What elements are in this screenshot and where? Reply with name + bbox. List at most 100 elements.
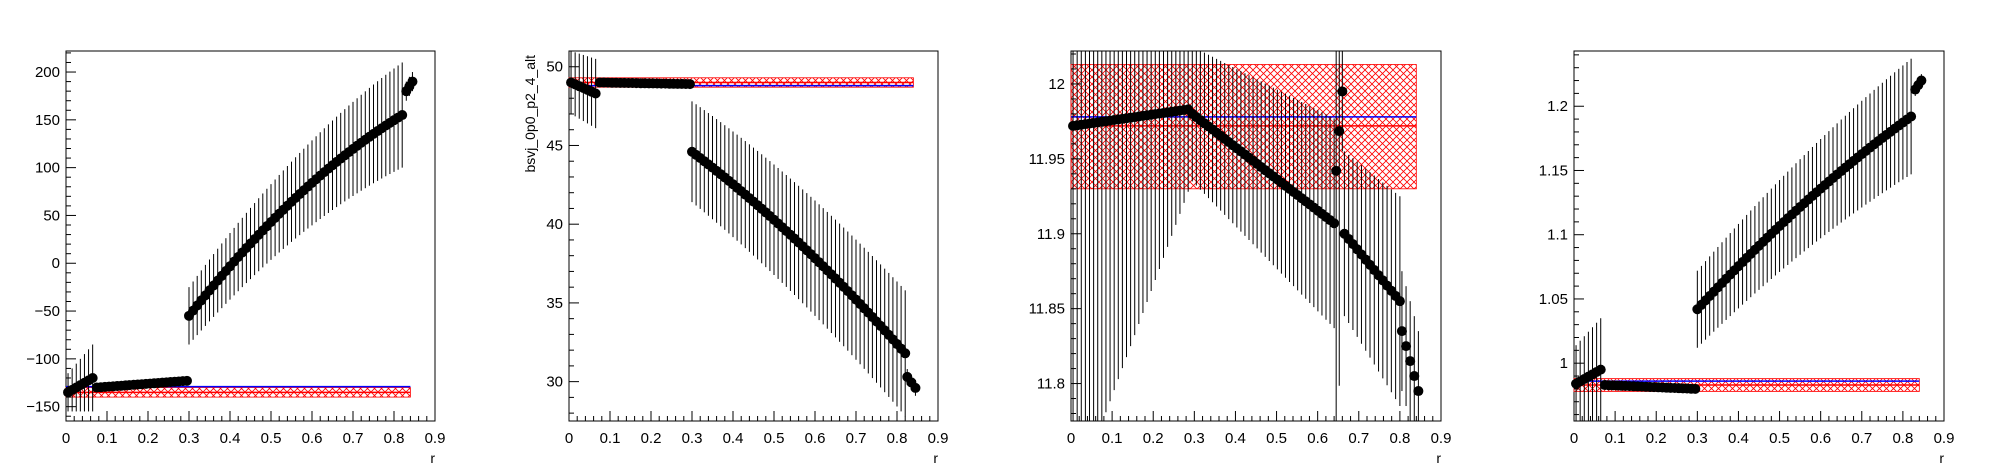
x-tick-label: 0.2 [1143,430,1164,447]
chart-panel-1: 0 0.1 0.2 0.3 0.4 0.5 0.6 0.7 0.8 0.9 −150 −100 −50 0… [26,50,446,466]
x-tick-label: 0.5 [764,430,785,447]
data-point [910,382,921,393]
x-tick-label: 0.3 [682,430,703,447]
y-tick-label: −150 [26,399,60,416]
x-tick-label: 0.6 [1307,430,1328,447]
data-point [1331,165,1342,176]
data-point [684,79,695,90]
y-tick-label: 11.8 [1037,376,1065,393]
x-tick-label: 0.2 [138,430,159,447]
x-tick-label: 0.7 [1348,430,1369,447]
y-tick-label: 1.1 [1547,227,1568,244]
data-point [1396,326,1407,337]
y-tick-label: 150 [35,112,60,129]
x-tick-label: 0.1 [97,430,118,447]
x-axis-title: r [1939,450,1944,466]
data-points [1068,51,1424,421]
data-points [1571,58,1927,421]
x-tick-label: 0.9 [928,430,949,447]
data-point [407,76,418,87]
y-tick-label: −50 [35,303,60,320]
data-point [1394,296,1405,307]
y-tick-label: 11.95 [1029,151,1065,168]
x-tick-label: 0.9 [425,430,446,447]
data-point [1916,75,1927,86]
x-tick-label: 0.2 [641,430,662,447]
x-tick-label: 0.3 [179,430,200,447]
plot-frame [1070,50,1442,422]
y-tick-label: 11.9 [1037,226,1065,243]
x-tick-label: 0.6 [302,430,323,447]
data-point [397,110,408,121]
y-tick-label: 35 [546,295,563,312]
x-tick-label: 0.4 [723,430,744,447]
data-point [1690,383,1701,394]
plot-frame [1573,50,1945,422]
y-tick-label: 1.2 [1547,98,1568,115]
data-points [566,51,921,417]
data-point [900,348,911,359]
data-point [181,375,192,386]
x-tick-label: 0.3 [1184,430,1205,447]
x-tick-label: 0.7 [846,430,867,447]
data-point [1401,341,1412,352]
data-point [1334,126,1345,137]
x-tick-label: 0.5 [1266,430,1287,447]
plot-frame [65,50,436,422]
x-tick-label: 0.8 [384,430,405,447]
y-tick-label: 50 [43,207,60,224]
chart-panel-4: 0 0.1 0.2 0.3 0.4 0.5 0.6 0.7 0.8 0.9 1 1.05 1.1 1.15… [1539,50,1955,466]
data-point [1906,111,1917,122]
y-tick-label: −100 [26,351,60,368]
x-axis-title: r [933,450,938,466]
y-axis-title: bsvj_0p0_p2_4_alt [522,55,538,173]
x-tick-label: 0.1 [1605,430,1626,447]
y-tick-label: 1.05 [1539,291,1568,308]
x-tick-label: 0 [565,430,573,447]
y-tick-label: 12 [1048,76,1065,93]
data-point [1329,218,1340,229]
data-point [1595,364,1606,375]
data-point [87,372,98,383]
x-tick-label: 0.9 [1431,430,1452,447]
x-tick-label: 0 [62,430,70,447]
chart-panel-3: 0 0.1 0.2 0.3 0.4 0.5 0.6 0.7 0.8 0.9 11.8 11.85 11.… [1029,50,1452,466]
x-tick-label: 0.4 [1225,430,1246,447]
y-tick-label: 100 [35,160,60,177]
x-tick-label: 0.4 [1728,430,1749,447]
y-tick-label: 1.15 [1539,162,1568,179]
x-tick-label: 0.1 [600,430,621,447]
x-tick-label: 0 [1067,430,1075,447]
data-point [1405,356,1416,367]
x-tick-label: 0.8 [1389,430,1410,447]
x-tick-label: 0.3 [1687,430,1708,447]
data-point [1413,386,1424,397]
x-tick-label: 0.1 [1102,430,1123,447]
x-tick-label: 0 [1570,430,1578,447]
data-point [1337,86,1348,97]
data-points [63,62,418,412]
y-tick-label: 1 [1560,355,1568,372]
x-tick-label: 0.5 [1769,430,1790,447]
x-tick-label: 0.8 [887,430,908,447]
plot-frame [568,50,939,422]
x-tick-label: 0.7 [343,430,364,447]
x-axis-title: r [430,450,435,466]
y-tick-label: 50 [546,59,563,76]
x-tick-label: 0.6 [805,430,826,447]
x-tick-label: 0.8 [1892,430,1913,447]
x-axis-title: r [1436,450,1441,466]
x-tick-label: 0.5 [261,430,282,447]
x-tick-label: 0.4 [220,430,241,447]
x-tick-label: 0.9 [1934,430,1955,447]
x-tick-label: 0.7 [1851,430,1872,447]
chart-panel-2: 0 0.1 0.2 0.3 0.4 0.5 0.6 0.7 0.8 0.9 30 35 40 45 50 r b… [522,50,949,466]
y-tick-label: 0 [52,255,60,272]
data-point [590,88,601,99]
y-tick-label: 11.85 [1029,301,1065,318]
x-tick-label: 0.6 [1810,430,1831,447]
x-tick-label: 0.2 [1646,430,1667,447]
y-tick-label: 45 [546,137,563,154]
data-point [1409,371,1420,382]
